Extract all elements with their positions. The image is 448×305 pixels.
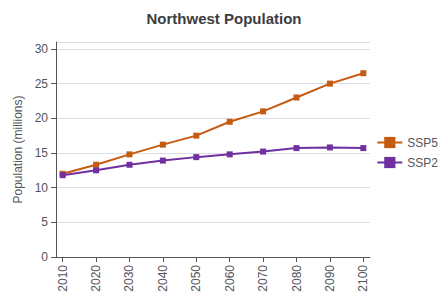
svg-text:2040: 2040 — [156, 265, 170, 292]
svg-text:30: 30 — [35, 42, 49, 56]
svg-text:5: 5 — [41, 215, 48, 229]
svg-text:10: 10 — [35, 181, 49, 195]
svg-text:2010: 2010 — [56, 265, 70, 292]
svg-text:2050: 2050 — [189, 265, 203, 292]
svg-text:SSP2: SSP2 — [407, 156, 438, 170]
svg-text:2100: 2100 — [356, 265, 370, 292]
svg-text:2030: 2030 — [122, 265, 136, 292]
svg-text:2080: 2080 — [290, 265, 304, 292]
svg-text:25: 25 — [35, 77, 49, 91]
svg-text:2060: 2060 — [223, 265, 237, 292]
svg-text:Population (millions): Population (millions) — [11, 95, 25, 203]
svg-text:0: 0 — [41, 250, 48, 264]
svg-text:20: 20 — [35, 111, 49, 125]
svg-text:SSP5: SSP5 — [407, 136, 438, 150]
svg-text:Northwest Population: Northwest Population — [147, 10, 302, 27]
svg-text:2020: 2020 — [89, 265, 103, 292]
svg-text:15: 15 — [35, 146, 49, 160]
svg-text:2070: 2070 — [256, 265, 270, 292]
svg-text:2090: 2090 — [323, 265, 337, 292]
